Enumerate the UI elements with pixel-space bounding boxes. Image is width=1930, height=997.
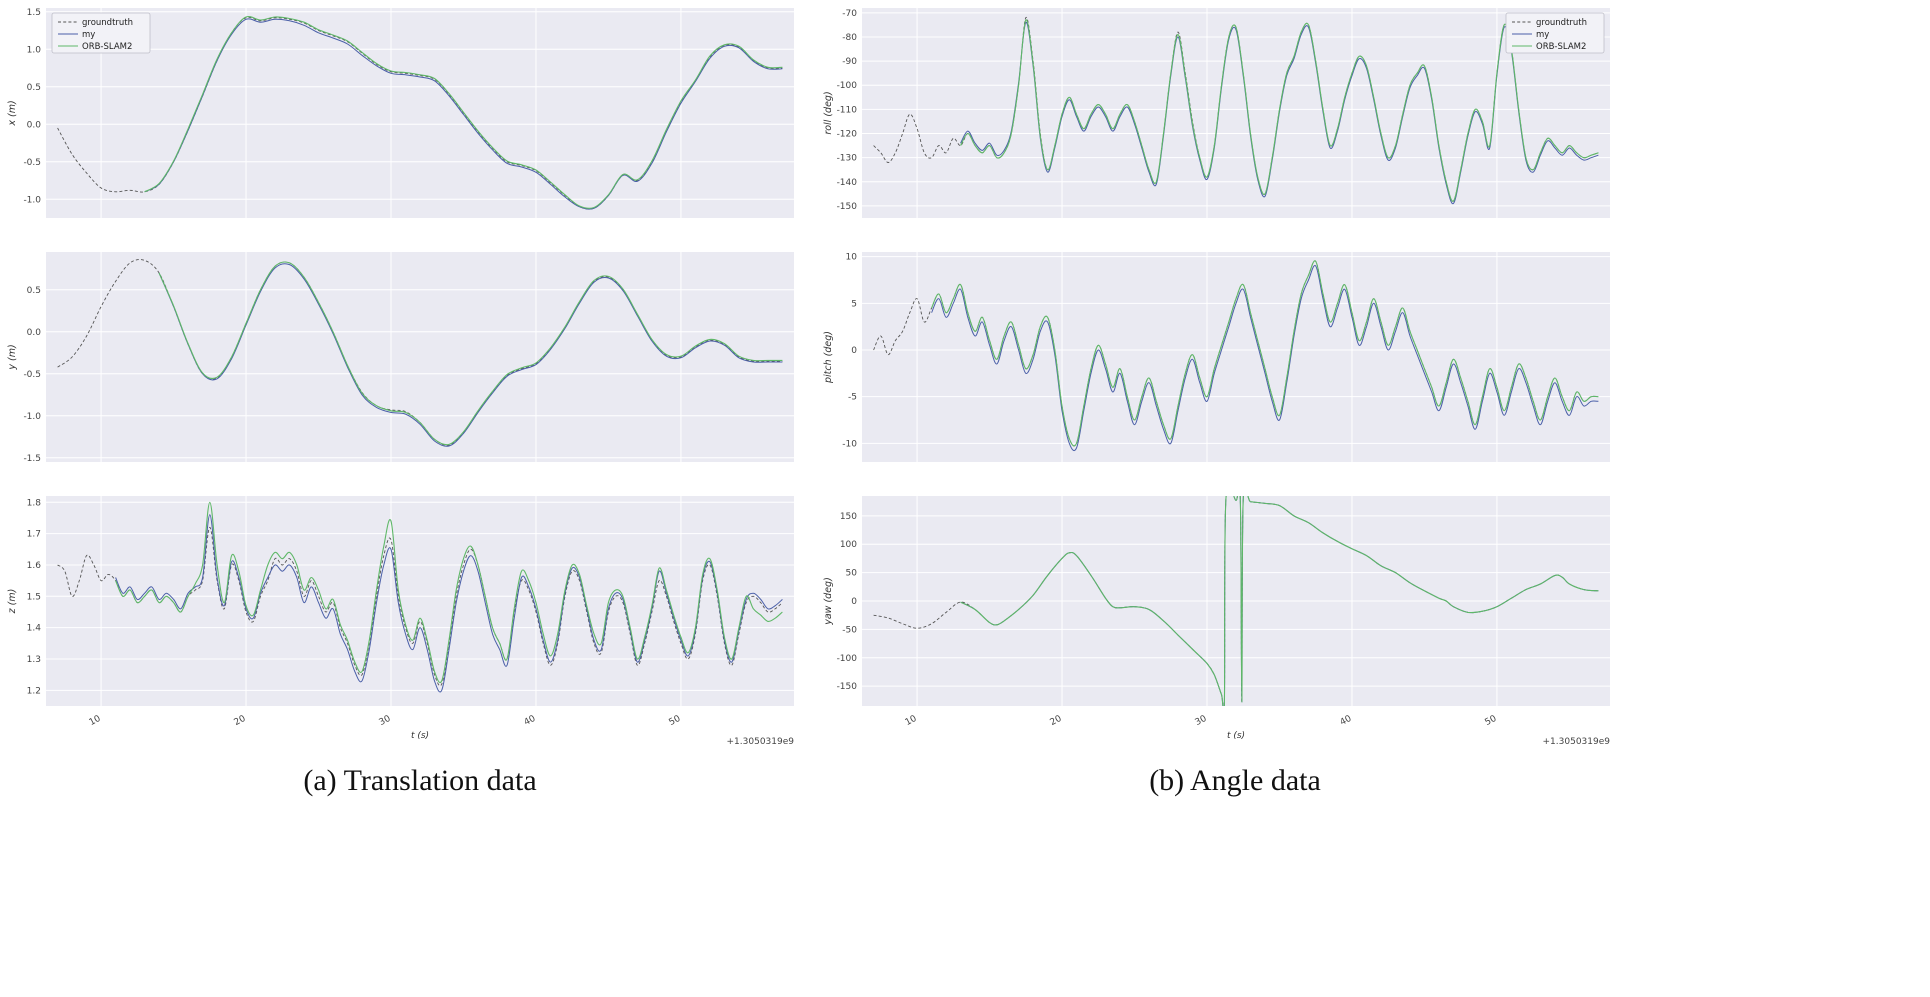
y-tick-label: 0.5 bbox=[27, 286, 41, 296]
y-tick-label: 1.2 bbox=[27, 686, 41, 696]
legend-entry-label: my bbox=[1536, 30, 1549, 40]
legend-entry-label: ORB-SLAM2 bbox=[1536, 42, 1586, 52]
y-tick-label: -70 bbox=[842, 9, 857, 19]
legend-entry-label: groundtruth bbox=[1536, 18, 1587, 28]
y-tick-label: -1.5 bbox=[23, 454, 41, 464]
y-tick-label: 1.6 bbox=[27, 561, 42, 571]
y-tick-label: -150 bbox=[837, 202, 858, 212]
series-ORB-SLAM2 bbox=[931, 260, 1599, 447]
y-tick-label: -0.5 bbox=[23, 370, 41, 380]
y-tick-label: 1.8 bbox=[27, 498, 42, 508]
x-tick-label: 50 bbox=[1484, 714, 1499, 728]
y-tick-label: 100 bbox=[840, 540, 857, 550]
y-axis-label: pitch (deg) bbox=[823, 331, 834, 384]
y-tick-label: 10 bbox=[846, 253, 858, 263]
legend-box bbox=[1505, 12, 1605, 54]
legend-entry-label: my bbox=[82, 30, 95, 40]
y-tick-label: -10 bbox=[842, 439, 857, 449]
series-group bbox=[873, 17, 1599, 205]
caption-angle: (b) Angle data bbox=[1149, 764, 1321, 797]
y-tick-label: -130 bbox=[837, 154, 858, 164]
y-tick-label: 1.3 bbox=[27, 655, 41, 665]
y-axis-label: x (m) bbox=[7, 100, 18, 126]
series-my bbox=[158, 263, 783, 447]
y-tick-label: 0 bbox=[851, 346, 857, 356]
y-tick-label: 0.5 bbox=[27, 83, 41, 93]
legend-box bbox=[51, 12, 151, 54]
chart-pitch-angle: -10 -5 0 5 10 pitch (deg) bbox=[823, 252, 1610, 462]
y-tick-label: -100 bbox=[837, 81, 858, 91]
x-tick-label: 20 bbox=[233, 714, 248, 728]
plot-area bbox=[862, 252, 1610, 462]
series-group bbox=[873, 496, 1599, 706]
y-tick-label: 5 bbox=[851, 299, 857, 309]
series-group bbox=[57, 15, 783, 210]
y-tick-label: -1.0 bbox=[23, 412, 41, 422]
chart-roll-angle: -70 -80 -90 -100 -110 -120 -130 -140 -150 roll (d… bbox=[823, 8, 1610, 218]
y-tick-label: 1.5 bbox=[27, 8, 41, 18]
y-tick-label: -5 bbox=[848, 393, 857, 403]
y-axis-label: roll (deg) bbox=[823, 91, 834, 134]
x-axis-offset-label: +1.3050319e9 bbox=[727, 737, 795, 747]
y-axis-label: yaw (deg) bbox=[823, 577, 834, 626]
y-tick-label: 1.4 bbox=[27, 624, 42, 634]
series-ORB-SLAM2 bbox=[960, 496, 1599, 706]
x-tick-label: 10 bbox=[88, 714, 103, 728]
x-axis-label: t (s) bbox=[1227, 731, 1245, 741]
y-axis-label: z (m) bbox=[7, 589, 18, 615]
y-tick-label: -100 bbox=[837, 654, 858, 664]
translation-column: -1.0 -0.5 0.0 0.5 1.0 1.5 x (m) groundtruth my OR… bbox=[2, 6, 797, 782]
plot-area bbox=[46, 8, 794, 218]
x-tick-label: 40 bbox=[523, 714, 538, 728]
x-tick-label: 30 bbox=[1194, 714, 1209, 728]
chart-y-translation: 0.5 0.0 -0.5 -1.0 -1.5 y (m) bbox=[7, 252, 794, 464]
series-ORB-SLAM2 bbox=[158, 261, 783, 446]
y-tick-label: -120 bbox=[837, 130, 858, 140]
x-tick-label: 40 bbox=[1339, 714, 1354, 728]
caption-translation: (a) Translation data bbox=[303, 764, 537, 797]
chart-yaw-angle: -150 -100 -50 0 50 100 150 yaw (deg) 10 20 30 40 50 t… bbox=[823, 496, 1611, 747]
x-tick-label: 50 bbox=[668, 714, 683, 728]
x-axis-label: t (s) bbox=[411, 731, 429, 741]
series-my bbox=[144, 18, 783, 210]
chart-z-translation: 1.2 1.3 1.4 1.5 1.6 1.7 1.8 z (m) 10 20 30 40 50 t (s… bbox=[7, 496, 795, 747]
y-tick-label: -80 bbox=[842, 33, 857, 43]
y-tick-label: 0 bbox=[851, 597, 857, 607]
legend: groundtruth my ORB-SLAM2 bbox=[1505, 12, 1605, 54]
y-tick-label: -1.0 bbox=[23, 195, 41, 205]
series-my bbox=[931, 264, 1599, 452]
y-tick-label: -150 bbox=[837, 682, 858, 692]
series-my bbox=[115, 514, 783, 693]
y-tick-label: 1.0 bbox=[27, 45, 42, 55]
y-tick-label: 50 bbox=[846, 569, 858, 579]
y-tick-label: 0.0 bbox=[27, 120, 42, 130]
series-ORB-SLAM2 bbox=[144, 15, 783, 209]
chart-x-translation: -1.0 -0.5 0.0 0.5 1.0 1.5 x (m) groundtruth my OR… bbox=[7, 8, 794, 218]
y-tick-label: 1.7 bbox=[27, 530, 41, 540]
series-group bbox=[873, 260, 1599, 452]
y-tick-label: 1.5 bbox=[27, 592, 41, 602]
legend-entry-label: ORB-SLAM2 bbox=[82, 42, 132, 52]
y-tick-label: -0.5 bbox=[23, 158, 41, 168]
legend-entry-label: groundtruth bbox=[82, 18, 133, 28]
series-group bbox=[57, 259, 783, 447]
x-tick-label: 30 bbox=[378, 714, 393, 728]
y-tick-label: 150 bbox=[840, 512, 857, 522]
plot-area bbox=[862, 8, 1610, 218]
y-tick-label: -140 bbox=[837, 178, 858, 188]
series-ORB-SLAM2 bbox=[115, 501, 783, 684]
series-group bbox=[57, 501, 783, 693]
y-tick-label: -50 bbox=[842, 625, 857, 635]
y-tick-label: 0.0 bbox=[27, 328, 42, 338]
angle-column: -70 -80 -90 -100 -110 -120 -130 -140 -150 roll (d… bbox=[818, 6, 1613, 782]
x-tick-label: 10 bbox=[904, 714, 919, 728]
y-tick-label: -90 bbox=[842, 57, 857, 67]
x-tick-label: 20 bbox=[1049, 714, 1064, 728]
series-ORB-SLAM2 bbox=[960, 19, 1599, 202]
y-tick-label: -110 bbox=[837, 105, 858, 115]
x-axis-offset-label: +1.3050319e9 bbox=[1543, 737, 1611, 747]
legend: groundtruth my ORB-SLAM2 bbox=[51, 12, 151, 54]
y-axis-label: y (m) bbox=[7, 344, 18, 370]
